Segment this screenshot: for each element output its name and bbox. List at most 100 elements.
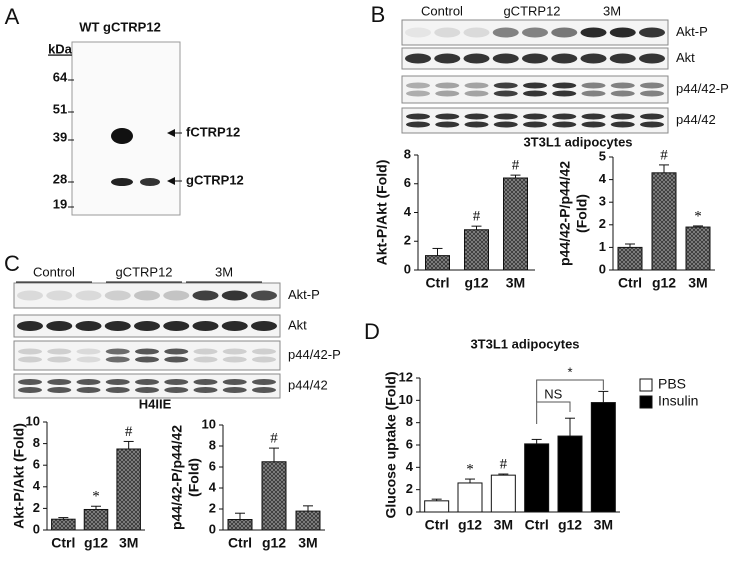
band [406,121,430,128]
error-bar [431,498,442,501]
band [640,82,664,89]
y-tick-label: 0 [406,503,413,518]
band [610,90,635,97]
bar [227,519,253,531]
band [552,113,577,120]
y-tick-label: 4 [404,204,412,219]
band [581,90,606,97]
band [105,387,130,393]
bar [261,461,287,531]
error-bar [123,440,134,449]
band [610,113,635,120]
band [221,290,248,301]
row-label: p44/42-P [676,81,729,96]
y-tick-label: 6 [406,436,413,451]
band [251,321,277,331]
bar [651,172,677,271]
blot-title: WT gCTRP12 [79,19,161,34]
band [493,90,518,97]
band [75,290,102,301]
band [522,53,548,64]
band [111,128,133,144]
y-tick-label: 4 [33,478,41,493]
band [523,113,547,120]
band [463,27,490,38]
band [222,348,247,355]
bar [617,246,643,271]
x-tick-label: Ctrl [618,275,642,291]
x-tick-label: Ctrl [228,535,252,551]
band [406,90,430,97]
y-tick-label: 5 [599,148,606,163]
band [252,356,276,363]
blot-frame [401,107,669,134]
band [580,27,607,38]
x-tick-label: g12 [84,535,108,551]
group-label: gCTRP12 [115,264,172,279]
significance-marker: * [92,489,100,505]
band [135,356,159,363]
x-tick-label: g12 [458,517,482,533]
y-tick-label: 0 [404,261,411,276]
y-tick-label: 10 [399,392,413,407]
group-label: Control [33,264,75,279]
band [135,348,159,355]
significance-marker: # [512,158,520,174]
blot-frame [13,340,281,371]
legend-swatch [639,395,653,409]
panel-letter: C [4,251,20,276]
band [639,27,665,38]
band [193,348,218,355]
y-tick-label: 4 [599,171,607,186]
band [105,356,130,363]
band [193,379,218,385]
band [164,356,189,363]
band [18,356,42,363]
mw-marker: 28 [53,171,67,186]
band [640,113,664,120]
band [435,90,460,97]
significance-marker: * [694,208,702,224]
band [252,379,276,385]
kda-label: kDa [48,41,73,56]
band [18,387,42,393]
y-tick-label: 12 [399,369,413,384]
y-tick-label: 2 [33,500,40,515]
panel-letter: A [5,4,20,29]
error-bar [465,478,475,483]
band [47,387,72,393]
band [140,178,160,186]
band [580,53,607,64]
band [76,356,101,363]
significance-marker: # [500,456,508,472]
band [222,387,247,393]
chart-title: 3T3L1 adipocytes [470,336,579,351]
band [135,387,159,393]
band [75,321,102,331]
band [552,90,577,97]
group-label: 3M [215,264,233,279]
significance-marker: # [473,209,481,225]
y-tick-label: 3 [599,194,606,209]
x-tick-label: g12 [558,517,582,533]
x-tick-label: Ctrl [425,517,449,533]
band [610,121,635,128]
band [163,321,190,331]
error-bar [269,447,279,462]
band [46,321,73,331]
group-label: Control [421,3,463,18]
mw-marker: 39 [53,129,67,144]
mw-marker: 51 [53,101,67,116]
error-bar [471,225,482,230]
error-bar [510,174,521,178]
x-tick-label: g12 [262,535,286,551]
y-tick-label: 8 [209,437,216,452]
band [435,113,460,120]
band [163,290,190,301]
y-tick-label: 8 [404,146,411,161]
band [522,27,548,38]
band [111,178,133,186]
band [17,290,43,301]
blot-caption: H4IIE [139,396,172,411]
y-tick-label: 2 [406,481,413,496]
